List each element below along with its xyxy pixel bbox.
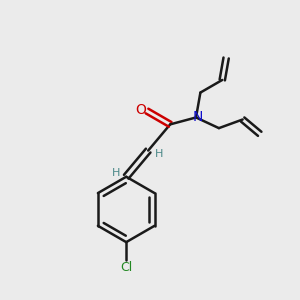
Text: Cl: Cl xyxy=(120,261,132,274)
Text: O: O xyxy=(135,103,146,116)
Text: H: H xyxy=(154,149,163,159)
Text: H: H xyxy=(112,168,120,178)
Text: N: N xyxy=(192,110,203,124)
